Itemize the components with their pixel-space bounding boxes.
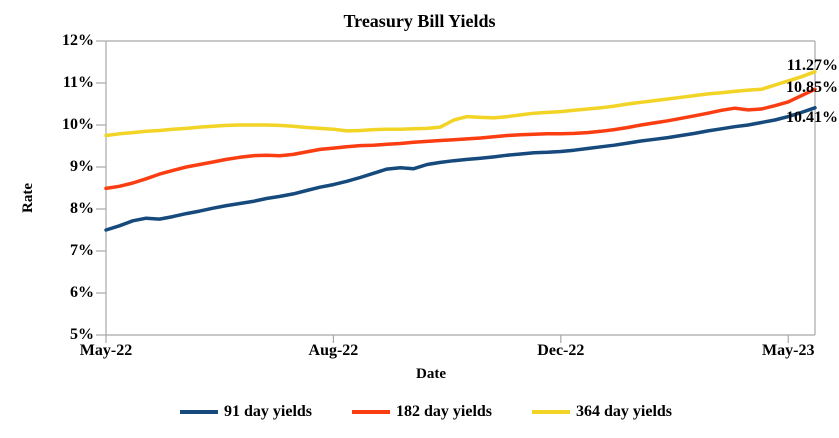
series-end-label: 10.41% xyxy=(786,108,838,126)
y-tick-label: 8% xyxy=(70,200,94,217)
x-tick-label: Aug-22 xyxy=(308,342,359,359)
series-end-label: 11.27% xyxy=(786,56,838,74)
legend-item-label: 364 day yields xyxy=(576,403,673,420)
x-tick-label: May-23 xyxy=(762,342,815,359)
y-tick-label: 6% xyxy=(70,284,94,301)
y-tick-label: 12% xyxy=(62,32,94,49)
series-line-182-day-yields xyxy=(104,87,817,191)
legend-item: 91 day yields xyxy=(180,403,312,421)
y-tick-label: 9% xyxy=(70,158,94,175)
legend-line-swatch xyxy=(180,410,218,414)
chart-title: Treasury Bill Yields xyxy=(343,11,496,31)
series-line-91-day-yields xyxy=(104,106,817,232)
y-tick-label: 5% xyxy=(70,326,94,343)
legend-item: 182 day yields xyxy=(352,403,492,421)
legend-item-label: 182 day yields xyxy=(396,403,493,420)
legend-item-label: 91 day yields xyxy=(224,403,313,420)
series-line-364-day-yields xyxy=(104,69,817,138)
y-tick-label: 11% xyxy=(62,74,94,91)
series-end-label: 10.85% xyxy=(786,79,838,97)
x-tick-label: May-22 xyxy=(79,342,133,359)
x-axis-title: Date xyxy=(416,365,446,382)
legend-line-swatch xyxy=(352,410,390,414)
legend-line-swatch xyxy=(532,410,570,414)
y-tick-label: 7% xyxy=(70,242,94,259)
legend-item: 364 day yields xyxy=(532,403,672,421)
x-tick-label: Dec-22 xyxy=(537,342,585,359)
y-tick-label: 10% xyxy=(62,116,94,133)
